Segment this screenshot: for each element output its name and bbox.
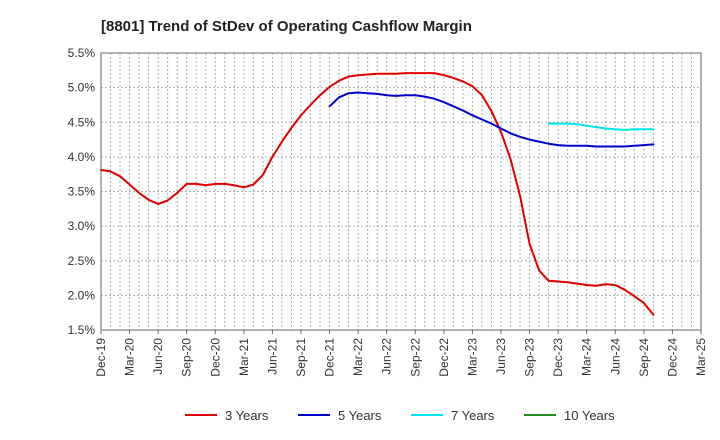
x-tick-label: Mar-23 — [465, 338, 479, 376]
x-tick-label: Jun-20 — [151, 338, 165, 375]
x-tick-label: Dec-23 — [551, 338, 565, 377]
legend-label: 5 Years — [338, 408, 382, 423]
x-tick-label: Sep-22 — [408, 338, 422, 377]
x-tick-label: Dec-21 — [323, 338, 337, 377]
y-tick-label: 4.5% — [68, 115, 96, 129]
x-tick-label: Mar-21 — [237, 338, 251, 376]
y-tick-label: 2.5% — [68, 254, 96, 268]
legend-label: 3 Years — [225, 408, 269, 423]
x-tick-label: Sep-24 — [637, 338, 651, 377]
chart-title: [8801] Trend of StDev of Operating Cashf… — [101, 18, 472, 35]
y-tick-label: 1.5% — [68, 323, 96, 337]
x-tick-label: Dec-20 — [208, 338, 222, 377]
x-tick-label: Jun-22 — [380, 338, 394, 375]
legend-label: 7 Years — [451, 408, 495, 423]
y-tick-label: 3.0% — [68, 219, 96, 233]
plot-border — [100, 52, 702, 331]
y-tick-label: 5.5% — [68, 46, 96, 60]
y-tick-label: 2.0% — [68, 288, 96, 302]
x-tick-label: Jun-24 — [608, 338, 622, 375]
y-tick-label: 3.5% — [68, 185, 96, 199]
axes: 1.5% 2.0% 2.5% 3.0% 3.5% 4.0% 4.5% 5.0% 5.5% Dec-… — [68, 46, 708, 377]
legend: 3 Years 5 Years 7 Years 10 Years — [185, 408, 615, 423]
legend-label: 10 Years — [564, 408, 615, 423]
x-tick-label: Mar-20 — [123, 338, 137, 376]
x-tick-label: Mar-25 — [694, 338, 708, 376]
x-tick-label: Sep-23 — [523, 338, 537, 377]
series-line-7-years — [547, 122, 655, 131]
series-lines — [100, 72, 655, 316]
x-tick-label: Dec-22 — [437, 338, 451, 377]
x-tick-label: Jun-21 — [265, 338, 279, 375]
series-line-3-years — [100, 72, 655, 316]
x-tick-label: Mar-24 — [580, 338, 594, 376]
y-tick-label: 5.0% — [68, 81, 96, 95]
x-tick-label: Sep-20 — [180, 338, 194, 377]
x-tick-label: Dec-24 — [665, 338, 679, 377]
x-tick-label: Sep-21 — [294, 338, 308, 377]
x-tick-label: Dec-19 — [94, 338, 108, 377]
x-tick-label: Jun-23 — [494, 338, 508, 375]
x-tick-label: Mar-22 — [351, 338, 365, 376]
y-tick-label: 4.0% — [68, 150, 96, 164]
series-line-5-years — [328, 91, 655, 148]
